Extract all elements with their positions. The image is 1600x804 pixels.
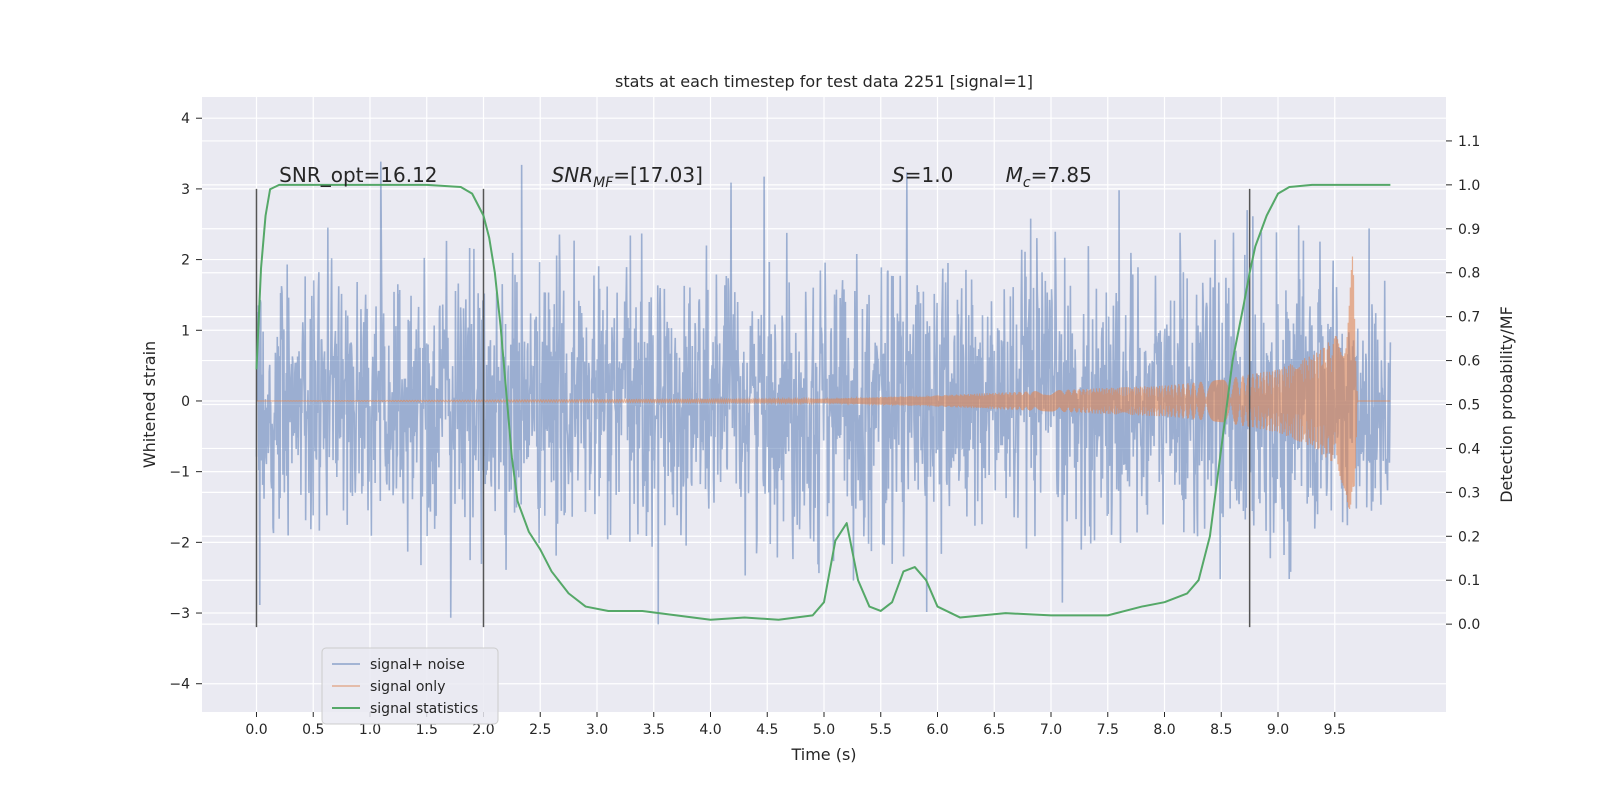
y-right-tick-label: 0.5 [1458,398,1480,414]
legend-label: signal only [370,679,445,695]
legend: signal+ noise signal only signal statistic… [321,647,499,725]
y-left-tick-label: 2 [181,253,190,269]
legend-label: signal+ noise [370,657,465,673]
annotation-text: S=1.0 [892,163,953,187]
x-tick-label: 6.5 [983,722,1005,738]
x-tick-label: 5.0 [813,722,835,738]
y-left-tick-label: 3 [181,182,190,198]
x-tick-label: 7.0 [1040,722,1062,738]
x-tick-label: 8.5 [1210,722,1232,738]
y-right-tick-label: 0.8 [1458,266,1480,282]
y-right-tick-label: 0.9 [1458,222,1480,238]
y-right-tick-label: 0.4 [1458,441,1480,457]
series-signal-statistics-line [255,183,1391,621]
x-tick-label: 8.0 [1153,722,1175,738]
legend-box [321,647,499,725]
legend-label: signal statistics [370,701,478,717]
x-axis-label: Time (s) [790,745,856,764]
y-left-tick-label: −4 [169,677,190,693]
x-tick-label: 2.5 [529,722,551,738]
y-right-tick-label: 0.2 [1458,529,1480,545]
y-right-tick-label: 0.6 [1458,354,1480,370]
x-tick-label: 4.5 [756,722,778,738]
annotation-text: SNR_opt=16.12 [279,163,437,187]
x-tick-label: 4.0 [699,722,721,738]
y-right-tick-label: 0.0 [1458,617,1480,633]
x-tick-label: 3.0 [586,722,608,738]
x-tick-label: 9.0 [1267,722,1289,738]
y-left-tick-label: 0 [181,394,190,410]
x-tick-label: 9.5 [1324,722,1346,738]
x-tick-label: 1.5 [416,722,438,738]
y-left-tick-label: −2 [169,535,190,551]
y-right-tick-label: 0.7 [1458,310,1480,326]
y-right-tick-label: 0.1 [1458,573,1480,589]
y-left-tick-label: −3 [169,606,190,622]
x-tick-label: 5.5 [870,722,892,738]
y-left-tick-label: 1 [181,323,190,339]
y-right-axis-label: Detection probability/MF [1497,306,1516,503]
x-tick-label: 0.5 [302,722,324,738]
x-tick-label: 0.0 [245,722,267,738]
x-tick-label: 3.5 [643,722,665,738]
y-left-axis-label: Whitened strain [140,341,159,468]
annotation-text: Mc=7.85 [1006,163,1092,191]
y-left-tick-label: −1 [169,465,190,481]
x-tick-label: 7.5 [1097,722,1119,738]
series-signal-only-line [256,256,1391,510]
series-signal-noise-line [255,161,1392,625]
annotation-text: SNRMF=[17.03] [552,163,703,191]
y-right-tick-label: 1.1 [1458,134,1480,150]
x-tick-label: 2.0 [472,722,494,738]
y-right-tick-label: 0.3 [1458,485,1480,501]
chart-title: stats at each timestep for test data 225… [615,72,1033,91]
x-tick-label: 6.0 [926,722,948,738]
y-left-tick-label: 4 [181,111,190,127]
x-tick-label: 1.0 [359,722,381,738]
y-right-tick-label: 1.0 [1458,178,1480,194]
